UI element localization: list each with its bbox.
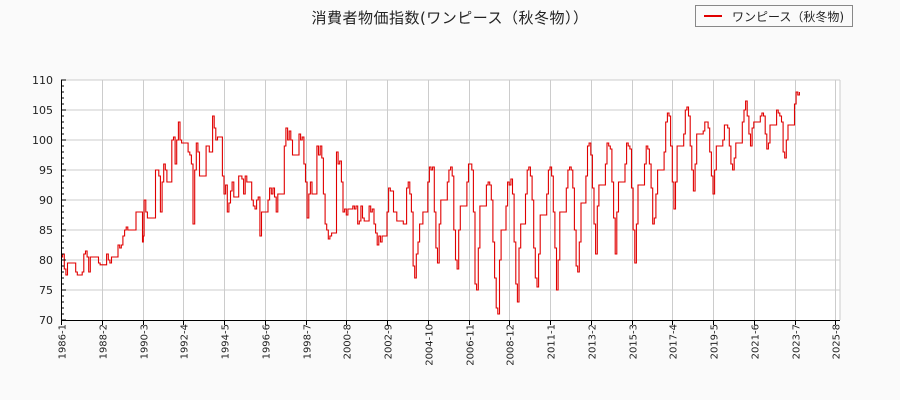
y-tick-label: 100	[32, 134, 53, 147]
legend: ワンピース（秋冬物)	[695, 5, 853, 27]
y-tick-label: 75	[39, 284, 53, 297]
y-tick-label: 105	[32, 104, 53, 117]
x-tick-label: 2011-1	[547, 324, 558, 359]
grid-lines	[61, 79, 841, 320]
x-tick-label: 2002-9	[384, 324, 395, 359]
y-tick-label: 85	[39, 224, 53, 237]
y-tick-label: 90	[39, 194, 53, 207]
x-tick-label: 2008-12	[506, 324, 517, 366]
x-tick-label: 1988-2	[99, 324, 110, 359]
y-tick-label: 80	[39, 254, 53, 267]
x-tick-label: 2017-4	[669, 324, 680, 359]
x-tick-label: 2006-11	[466, 324, 477, 366]
x-tick-label: 1994-5	[221, 324, 232, 359]
x-tick-label: 2004-10	[425, 324, 436, 366]
series-line	[61, 91, 800, 315]
x-tick-label: 1996-6	[262, 324, 273, 359]
x-tick-label: 2023-7	[792, 324, 803, 359]
legend-label: ワンピース（秋冬物)	[732, 9, 845, 24]
x-axis-ticks: 1986-1 1988-2 1990-3 1992-4 1994-5 1996-6 1998…	[58, 324, 843, 366]
y-axis-ticks: 70 75 80 85 90 95 100 105 110	[32, 74, 53, 327]
chart-title: 消費者物価指数(ワンピース（秋冬物））	[311, 9, 589, 27]
x-tick-label: 1990-3	[140, 324, 151, 359]
x-tick-label: 1992-4	[180, 324, 191, 359]
x-tick-label: 2000-8	[343, 324, 354, 359]
x-tick-label: 2025-8	[832, 324, 843, 359]
x-tick-label: 1986-1	[58, 324, 69, 359]
x-tick-label: 2013-2	[588, 324, 599, 359]
x-tick-label: 2021-6	[751, 324, 762, 359]
y-tick-label: 70	[39, 314, 53, 327]
x-tick-label: 2015-3	[629, 324, 640, 359]
y-tick-label: 95	[39, 164, 53, 177]
x-tick-label: 2019-5	[710, 324, 721, 359]
x-tick-label: 1998-7	[303, 324, 314, 359]
data-series	[61, 91, 800, 315]
axes	[61, 79, 840, 325]
legend-line-swatch-icon	[704, 15, 722, 17]
y-tick-label: 110	[32, 74, 53, 87]
